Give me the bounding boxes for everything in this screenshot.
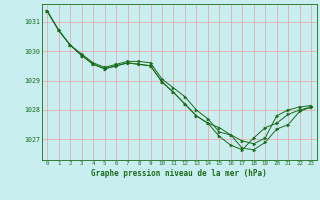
X-axis label: Graphe pression niveau de la mer (hPa): Graphe pression niveau de la mer (hPa) — [91, 169, 267, 178]
